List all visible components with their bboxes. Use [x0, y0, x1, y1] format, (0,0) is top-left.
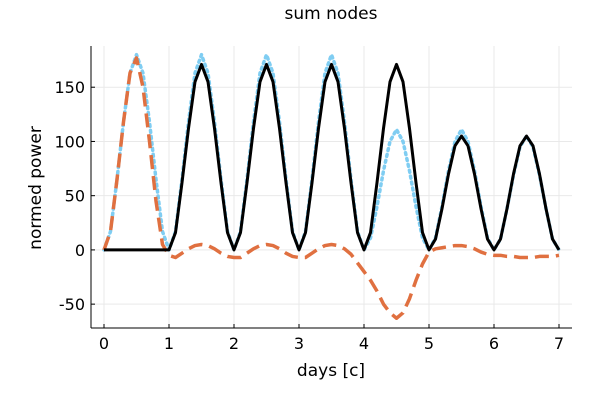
- x-tick-label: 3: [294, 334, 304, 353]
- y-tick-label: 50: [65, 187, 85, 206]
- series-layer: [102, 52, 561, 320]
- tick-labels: 0 1 2 3 4 5 6 7 -50 0 50 100 150: [54, 78, 564, 353]
- y-tick-label: 0: [75, 241, 85, 260]
- axes: [90, 46, 572, 329]
- x-tick-label: 7: [554, 334, 564, 353]
- x-tick-label: 6: [489, 334, 499, 353]
- y-tick-label: -50: [59, 295, 85, 314]
- series-solid-line: [104, 62, 561, 252]
- x-tick-label: 2: [229, 334, 239, 353]
- grid: [91, 46, 572, 328]
- chart-title: sum nodes: [285, 4, 378, 24]
- y-axis-label: normed power: [26, 126, 46, 250]
- x-axis-label: days [c]: [297, 361, 365, 381]
- x-tick-label: 5: [424, 334, 434, 353]
- x-tick-label: 1: [164, 334, 174, 353]
- x-tick-label: 4: [359, 334, 369, 353]
- y-tick-label: 150: [54, 78, 85, 97]
- series-dashed-line: [102, 56, 560, 320]
- y-tick-label: 100: [54, 132, 85, 151]
- series-dotted-line: [102, 52, 561, 252]
- x-tick-label: 0: [99, 334, 109, 353]
